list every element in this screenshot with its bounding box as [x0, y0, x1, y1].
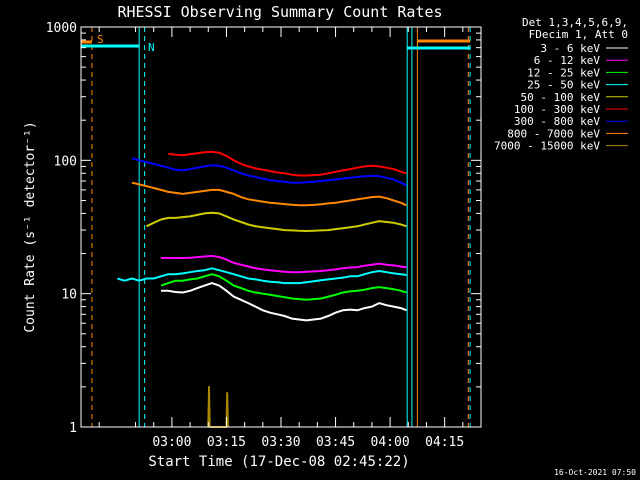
- legend-label: 12 - 25 keV: [527, 66, 600, 79]
- event-markers: [81, 27, 471, 427]
- y-tick-label: 100: [54, 154, 77, 169]
- legend-label: 6 - 12 keV: [534, 54, 601, 67]
- timestamp: 16-Oct-2021 07:50: [554, 468, 636, 477]
- legend-label: 3 - 6 keV: [540, 42, 600, 55]
- n-marker-label: N: [148, 41, 155, 54]
- legend-label: 800 - 7000 keV: [507, 127, 600, 140]
- legend-label: 300 - 800 keV: [514, 115, 600, 128]
- y-axis: 1 10 100 1000: [46, 21, 481, 436]
- legend: Det 1,3,4,5,6,9,FDecim 1, Att 03 - 6 keV…: [494, 16, 628, 153]
- legend-label: 25 - 50 keV: [527, 79, 600, 92]
- x-tick-label: 04:15: [425, 435, 464, 450]
- x-tick-label: 04:00: [371, 435, 410, 450]
- y-axis-label: Count Rate (s⁻¹ detector⁻¹): [23, 121, 38, 332]
- x-axis: 03:00 03:15 03:30 03:45 04:00 04:15: [98, 27, 464, 450]
- legend-header: FDecim 1, Att 0: [529, 28, 628, 41]
- legend-label: 100 - 300 keV: [514, 103, 600, 116]
- series-line-7: [131, 181, 407, 207]
- series-line-1: [161, 254, 407, 274]
- y-tick-label: 1: [69, 421, 77, 436]
- y-tick-label: 10: [61, 288, 77, 303]
- series-line-5: [168, 150, 407, 177]
- x-tick-label: 03:30: [261, 435, 300, 450]
- series-line-0: [161, 282, 407, 322]
- x-tick-label: 03:15: [207, 435, 246, 450]
- series-line-6: [131, 157, 407, 187]
- x-tick-label: 03:45: [316, 435, 355, 450]
- series-line-3: [117, 267, 407, 285]
- s-marker-label: S: [97, 33, 104, 46]
- y-tick-label: 1000: [46, 21, 77, 36]
- series-layer: [117, 150, 407, 428]
- chart-title: RHESSI Observing Summary Count Rates: [117, 3, 442, 21]
- series-line-2: [160, 273, 407, 301]
- series-line-4: [146, 211, 407, 232]
- legend-header: Det 1,3,4,5,6,9,: [522, 16, 628, 29]
- x-tick-label: 03:00: [152, 435, 191, 450]
- x-axis-label: Start Time (17-Dec-08 02:45:22): [148, 454, 409, 470]
- legend-label: 7000 - 15000 keV: [494, 140, 600, 153]
- legend-label: 50 - 100 keV: [521, 91, 601, 104]
